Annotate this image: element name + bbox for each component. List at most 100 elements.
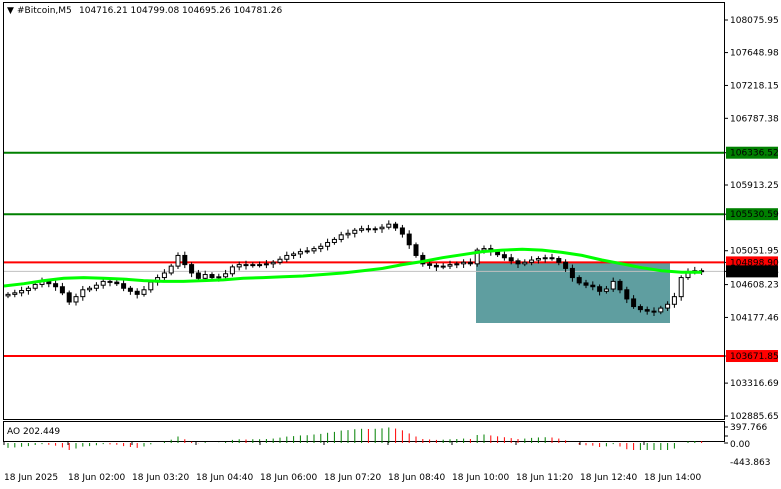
candle-body	[25, 287, 31, 292]
candle-body	[617, 280, 623, 291]
candle-body	[121, 283, 127, 289]
candle-body	[665, 303, 671, 309]
candle-body	[678, 277, 684, 298]
candle-body	[610, 280, 616, 290]
time-tick-label: 18 Jun 10:00	[452, 473, 509, 483]
candle-body	[651, 310, 657, 313]
candle-body	[345, 232, 351, 236]
candle-body	[134, 290, 140, 295]
candle-body	[461, 261, 467, 265]
candle-body	[12, 292, 18, 295]
candle-body	[250, 264, 256, 267]
candle-body	[277, 258, 283, 263]
candle-body	[53, 283, 59, 288]
candle-body	[114, 281, 120, 285]
candle-body	[297, 251, 303, 255]
time-tick-label: 18 Jun 11:20	[516, 473, 573, 483]
candle-body	[93, 284, 99, 289]
time-tick-label: 18 Jun 14:00	[644, 473, 701, 483]
candle-body	[501, 254, 507, 259]
candle-body	[284, 254, 290, 260]
candle-body	[590, 284, 596, 288]
ohlc-label: 104716.21 104799.08 104695.26 104781.26	[79, 6, 283, 16]
symbol-label: #Bitcoin,M5	[17, 6, 72, 16]
time-tick-label: 18 Jun 04:40	[196, 473, 253, 483]
level-tag	[726, 350, 778, 363]
candle-body	[413, 244, 419, 256]
time-tick-label: 18 Jun 02:00	[68, 473, 125, 483]
price-tick-label: 107218.15	[730, 81, 779, 91]
time-tick-label: 18 Jun 03:20	[132, 473, 189, 483]
candle-body	[243, 264, 249, 267]
candle-body	[427, 263, 433, 266]
price-tick-label: 106787.38	[730, 114, 779, 124]
candle-body	[386, 223, 392, 228]
candle-body	[433, 264, 439, 268]
main-chart-frame[interactable]	[3, 2, 725, 420]
candle-body	[168, 265, 174, 274]
level-tag-label: 106336.52	[730, 149, 779, 159]
candle-body	[542, 257, 548, 260]
current-price-tag	[726, 265, 778, 278]
candle-body	[311, 248, 317, 252]
price-tick-label: 104177.46	[730, 313, 779, 323]
candle-body	[569, 267, 575, 279]
indicator-frame[interactable]	[3, 421, 725, 442]
candle-body	[325, 241, 331, 247]
candle-body	[406, 233, 412, 246]
candle-body	[393, 223, 399, 229]
horizontal-levels[interactable]	[4, 151, 724, 358]
candle-body	[603, 288, 609, 292]
candle-body	[73, 296, 79, 303]
candle-body	[631, 298, 637, 308]
ao-tick-label: -443.863	[730, 458, 770, 468]
candle-body	[637, 306, 643, 311]
level-price-tags: 106336.52 105530.59 104898.90 103671.85 1047…	[726, 146, 779, 363]
candle-body	[372, 228, 378, 231]
candle-body	[19, 290, 25, 294]
candle-body	[583, 282, 589, 286]
candle-body	[270, 261, 276, 265]
candle-body	[32, 283, 38, 289]
level-tag-label: 105530.59	[730, 210, 779, 220]
candle-body	[535, 257, 541, 261]
candle-body	[440, 265, 446, 268]
candle-body	[223, 273, 229, 278]
candle-body	[195, 272, 201, 279]
candle-body	[263, 263, 269, 266]
ao-tick-label: 397.766	[730, 423, 767, 433]
candle-body	[671, 296, 677, 305]
candle-body	[379, 226, 385, 230]
candle-body	[331, 238, 337, 243]
candle-body	[87, 287, 93, 291]
candle-body	[467, 261, 473, 265]
candle-series	[5, 220, 705, 317]
candle-body	[359, 228, 365, 231]
price-tick-label: 105051.95	[730, 247, 779, 257]
candle-body	[257, 264, 263, 267]
candle-body	[624, 289, 630, 300]
candle-body	[658, 307, 664, 313]
candle-body	[644, 309, 650, 312]
candle-body	[80, 289, 86, 298]
candle-body	[474, 249, 480, 265]
time-tick-label: 18 Jun 08:40	[388, 473, 445, 483]
candle-body	[447, 264, 453, 267]
candle-body	[236, 264, 242, 268]
candle-body	[189, 264, 195, 274]
candle-body	[127, 287, 133, 292]
candle-body	[216, 276, 222, 279]
moving-average-line	[3, 247, 702, 288]
ao-tick-label: 0.00	[730, 440, 750, 450]
candle-body	[529, 259, 535, 263]
ao-histogram	[7, 427, 703, 450]
candle-body	[454, 263, 460, 266]
candle-body	[576, 277, 582, 284]
price-tick-label: 103316.69	[730, 379, 779, 389]
candle-body	[148, 281, 154, 291]
candle-body	[66, 292, 72, 303]
candle-body	[556, 257, 562, 263]
candle-body	[229, 266, 235, 275]
header-triangle-icon: ▼	[7, 6, 14, 16]
